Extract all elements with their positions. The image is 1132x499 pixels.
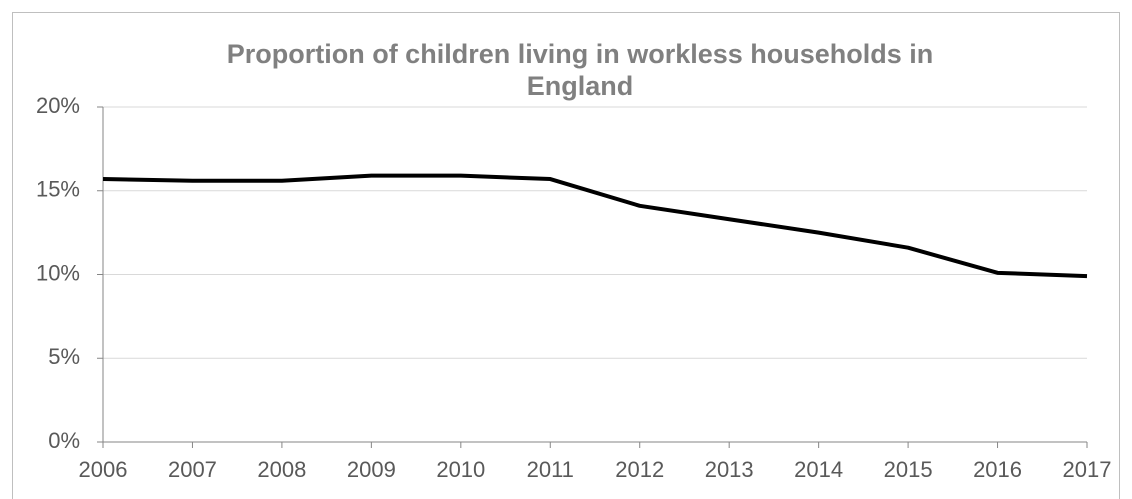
x-tick-label: 2015	[884, 457, 933, 482]
chart-border	[12, 12, 1120, 499]
y-tick-label: 5%	[48, 344, 80, 369]
y-tick-label: 20%	[36, 93, 80, 118]
y-tick-label: 0%	[48, 428, 80, 453]
x-tick-label: 2014	[794, 457, 843, 482]
x-tick-label: 2009	[347, 457, 396, 482]
x-tick-label: 2017	[1063, 457, 1112, 482]
x-tick-label: 2010	[436, 457, 485, 482]
x-tick-label: 2013	[705, 457, 754, 482]
chart-title: Proportion of children living in workles…	[226, 39, 934, 101]
data-line	[102, 173, 1088, 279]
x-tick-label: 2007	[168, 457, 217, 482]
x-tick-label: 2016	[973, 457, 1022, 482]
y-tick-label: 15%	[36, 177, 80, 202]
x-tick-label: 2011	[527, 457, 574, 482]
x-tick-label: 2012	[615, 457, 664, 482]
y-tick-label: 10%	[36, 260, 80, 285]
x-tick-label: 2006	[79, 457, 128, 482]
x-tick-label: 2008	[257, 457, 306, 482]
